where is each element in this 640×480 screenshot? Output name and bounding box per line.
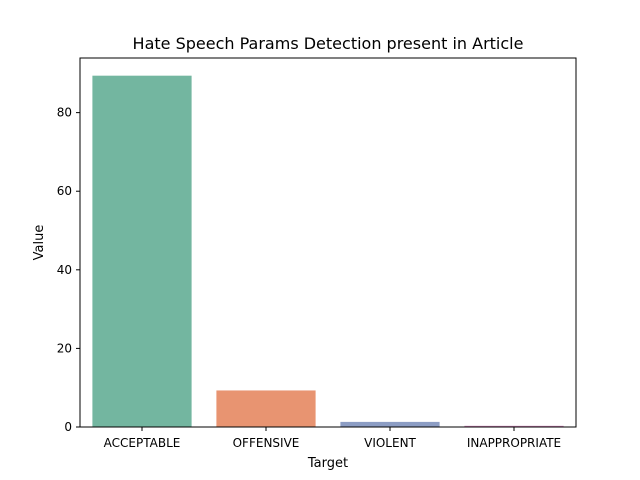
bar-acceptable [92,75,192,427]
bar-inappropriate [464,425,564,427]
x-tick-label: ACCEPTABLE [104,436,181,450]
x-tick-label: VIOLENT [364,436,416,450]
plot-frame [79,57,577,428]
y-axis-ticks: 0 20 40 60 80 [57,106,80,434]
x-axis-label: Target [307,456,348,471]
bars-group [92,75,564,427]
x-tick-label: OFFENSIVE [233,436,300,450]
y-axis-label: Value [32,225,47,261]
x-axis-ticks: ACCEPTABLE OFFENSIVE VIOLENT INAPPROPRIATE [104,427,561,450]
y-tick-label: 0 [64,420,72,434]
bar-violent [340,421,440,427]
bar-offensive [216,390,316,427]
chart-title: Hate Speech Params Detection present in … [133,34,524,53]
y-tick-label: 80 [57,106,72,120]
x-tick-label: INAPPROPRIATE [467,436,561,450]
y-tick-label: 20 [57,341,72,355]
y-tick-label: 60 [57,184,72,198]
y-tick-label: 40 [57,263,72,277]
